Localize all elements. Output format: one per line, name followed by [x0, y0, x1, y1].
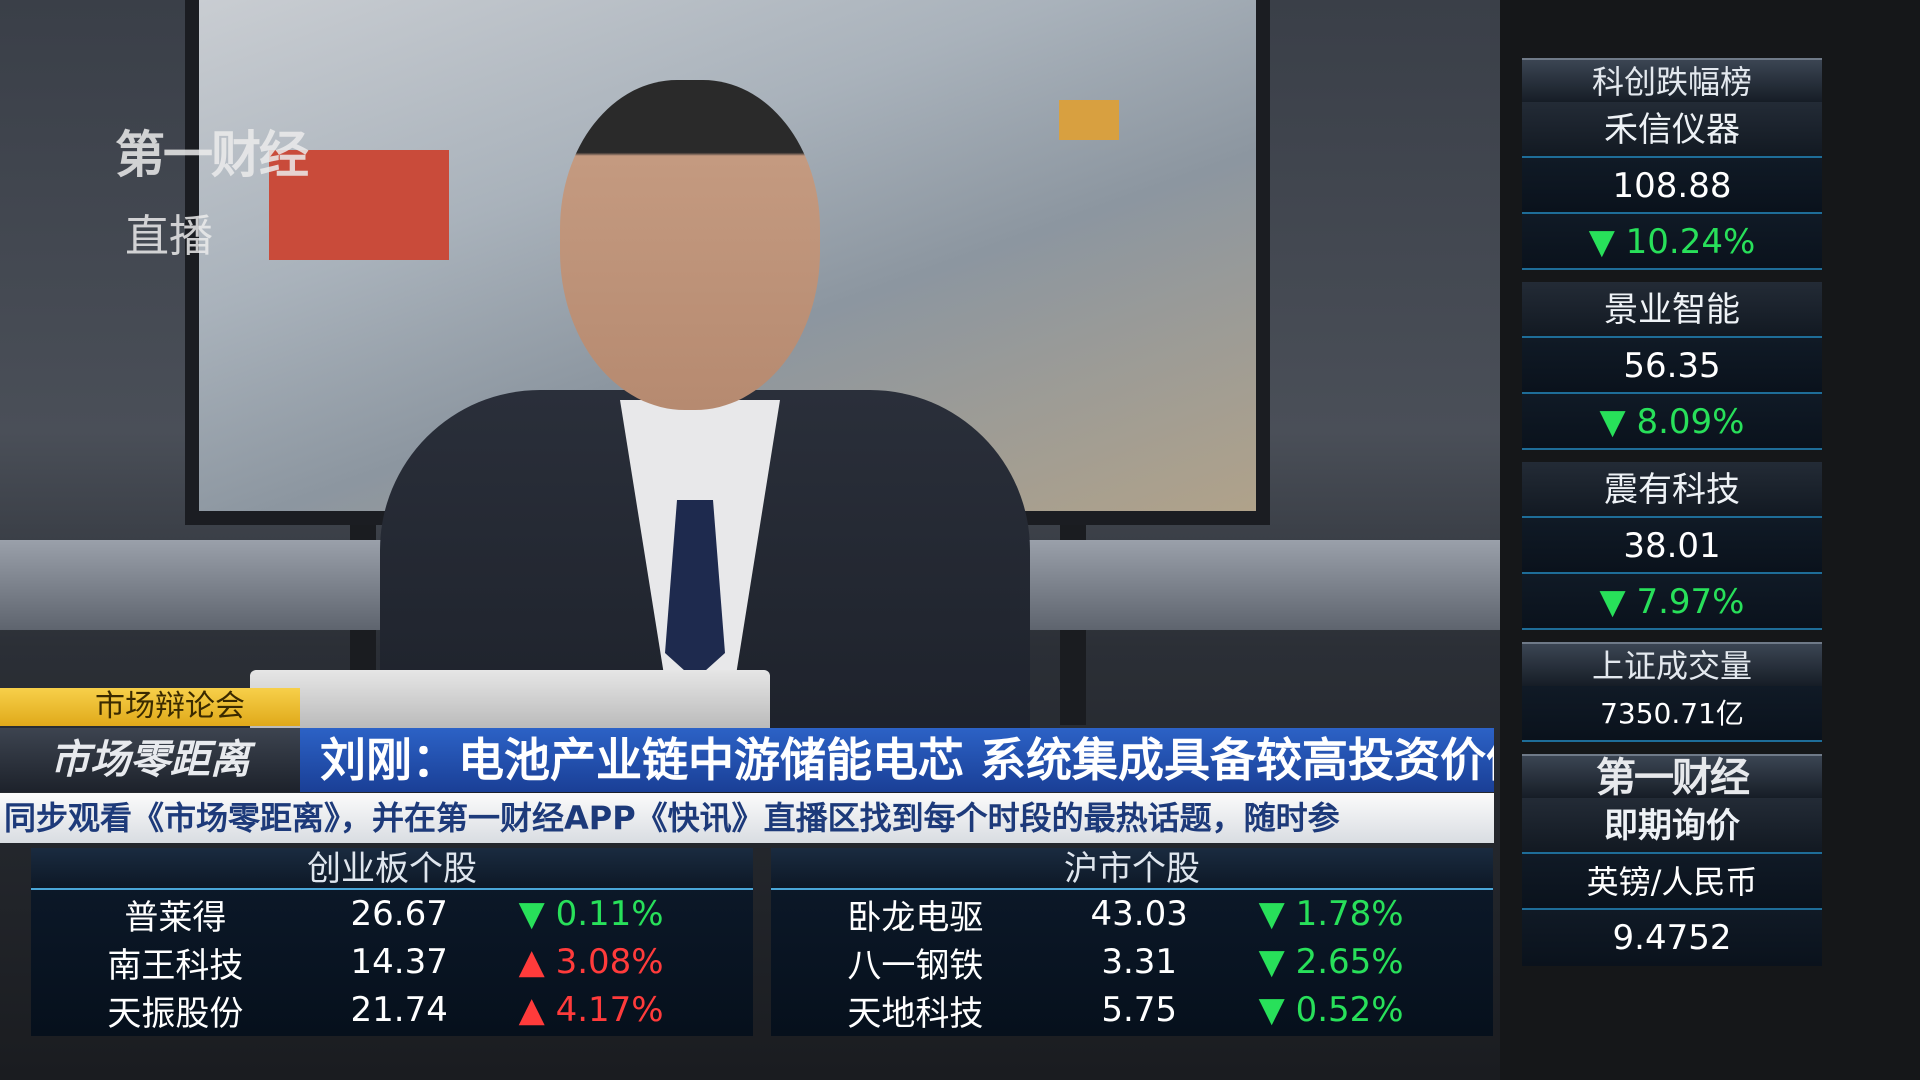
- stock-price: 21.74: [350, 990, 448, 1030]
- star-market-losers-panel: 科创跌幅榜 禾信仪器 108.88 ▼ 10.24% 景业智能 56.35 ▼ …: [1522, 58, 1822, 966]
- arrow-down-icon: ▼: [1588, 222, 1615, 262]
- change-value: 4.17%: [555, 990, 664, 1030]
- stock-name: 天地科技: [847, 993, 984, 1034]
- panel-stock: 震有科技 38.01 ▼ 7.97%: [1522, 462, 1822, 630]
- stock-price: 26.67: [350, 894, 448, 934]
- stock-change: ▼ 0.52%: [1219, 990, 1493, 1030]
- stock-price: 43.03: [1090, 894, 1188, 934]
- stock-name: 天振股份: [107, 993, 244, 1034]
- stock-change: ▲ 4.17%: [479, 990, 753, 1030]
- arrow-down-icon: ▼: [1258, 942, 1285, 982]
- table-row: 普莱得 26.67 ▼ 0.11%: [31, 890, 753, 938]
- fx-rate: 9.4752: [1522, 910, 1822, 966]
- table-row: 卧龙电驱 43.03 ▼ 1.78%: [771, 890, 1493, 938]
- change-value: 2.65%: [1295, 942, 1404, 982]
- change-value: 3.08%: [555, 942, 664, 982]
- stock-change: ▼ 10.24%: [1522, 214, 1822, 270]
- table-title: 创业板个股: [31, 848, 753, 890]
- arrow-down-icon: ▼: [1258, 990, 1285, 1030]
- table-row: 天地科技 5.75 ▼ 0.52%: [771, 986, 1493, 1034]
- change-value: 0.11%: [555, 894, 664, 934]
- stock-change: ▲ 3.08%: [479, 942, 753, 982]
- segment-tag: 市场辩论会: [0, 688, 300, 726]
- arrow-down-icon: ▼: [1599, 402, 1626, 442]
- stock-change: ▼ 0.11%: [479, 894, 753, 934]
- sh-stocks-table: 沪市个股 卧龙电驱 43.03 ▼ 1.78% 八一钢铁 3.31 ▼ 2.65…: [771, 848, 1493, 1036]
- stock-price: 56.35: [1522, 338, 1822, 394]
- chinext-stocks-table: 创业板个股 普莱得 26.67 ▼ 0.11% 南王科技 14.37 ▲ 3.0…: [31, 848, 753, 1036]
- laptop: [250, 670, 770, 730]
- live-label: 直播: [125, 211, 213, 262]
- stock-name: 震有科技: [1522, 462, 1822, 518]
- arrow-down-icon: ▼: [1258, 894, 1285, 934]
- fx-label: 即期询价: [1522, 798, 1822, 854]
- panel-stock: 景业智能 56.35 ▼ 8.09%: [1522, 282, 1822, 450]
- stock-name: 景业智能: [1522, 282, 1822, 338]
- volume-value: 7350.71亿: [1522, 686, 1822, 742]
- stock-change: ▼ 1.78%: [1219, 894, 1493, 934]
- stock-change: ▼ 7.97%: [1522, 574, 1822, 630]
- stock-price: 14.37: [350, 942, 448, 982]
- arrow-down-icon: ▼: [518, 894, 545, 934]
- stock-name: 八一钢铁: [847, 945, 984, 986]
- change-value: 0.52%: [1295, 990, 1404, 1030]
- stock-name: 普莱得: [124, 897, 227, 938]
- change-value: 7.97%: [1636, 582, 1745, 622]
- stock-change: ▼ 2.65%: [1219, 942, 1493, 982]
- arrow-down-icon: ▼: [1599, 582, 1626, 622]
- fx-pair: 英镑/人民币: [1522, 854, 1822, 910]
- table-row: 八一钢铁 3.31 ▼ 2.65%: [771, 938, 1493, 986]
- table-title: 沪市个股: [771, 848, 1493, 890]
- arrow-up-icon: ▲: [518, 990, 545, 1030]
- stock-change: ▼ 8.09%: [1522, 394, 1822, 450]
- change-value: 10.24%: [1625, 222, 1756, 262]
- table-row: 南王科技 14.37 ▲ 3.08%: [31, 938, 753, 986]
- stock-price: 3.31: [1101, 942, 1178, 982]
- stock-price: 38.01: [1522, 518, 1822, 574]
- headline: 刘刚：电池产业链中游储能电芯 系统集成具备较高投资价值: [300, 728, 1494, 792]
- table-row: 天振股份 21.74 ▲ 4.17%: [31, 986, 753, 1034]
- arrow-up-icon: ▲: [518, 942, 545, 982]
- change-value: 1.78%: [1295, 894, 1404, 934]
- stock-price: 108.88: [1522, 158, 1822, 214]
- yicai-logo: 第一财经: [1522, 754, 1822, 800]
- news-ticker: 同步观看《市场零距离》，并在第一财经APP《快讯》直播区找到每个时段的最热话题，…: [0, 793, 1494, 843]
- channel-logo: 第一财经: [115, 126, 309, 184]
- panel-title: 科创跌幅榜: [1522, 58, 1822, 102]
- stock-name: 卧龙电驱: [847, 897, 984, 938]
- stock-price: 5.75: [1101, 990, 1178, 1030]
- change-value: 8.09%: [1636, 402, 1745, 442]
- volume-label: 上证成交量: [1522, 642, 1822, 686]
- stock-name: 南王科技: [107, 945, 244, 986]
- panel-stock: 禾信仪器 108.88 ▼ 10.24%: [1522, 102, 1822, 270]
- stock-name: 禾信仪器: [1522, 102, 1822, 158]
- show-name: 市场零距离: [0, 728, 300, 792]
